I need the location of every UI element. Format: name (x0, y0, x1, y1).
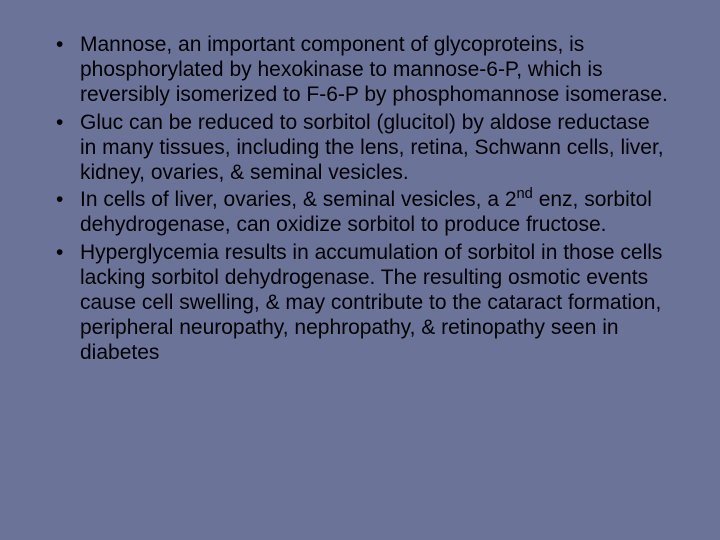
bullet-item: In cells of liver, ovaries, & seminal ve… (50, 187, 670, 237)
bullet-text-superscript: nd (517, 186, 533, 202)
bullet-text: Gluc can be reduced to sorbitol (glucito… (80, 111, 664, 184)
slide: Mannose, an important component of glyco… (0, 0, 720, 540)
bullet-text-prefix: In cells of liver, ovaries, & seminal ve… (80, 188, 517, 211)
bullet-text: Mannose, an important component of glyco… (80, 33, 668, 106)
bullet-list: Mannose, an important component of glyco… (50, 32, 670, 367)
bullet-item: Gluc can be reduced to sorbitol (glucito… (50, 110, 670, 186)
bullet-text: Hyperglycemia results in accumulation of… (80, 241, 662, 365)
bullet-item: Mannose, an important component of glyco… (50, 32, 670, 108)
bullet-item: Hyperglycemia results in accumulation of… (50, 240, 670, 366)
